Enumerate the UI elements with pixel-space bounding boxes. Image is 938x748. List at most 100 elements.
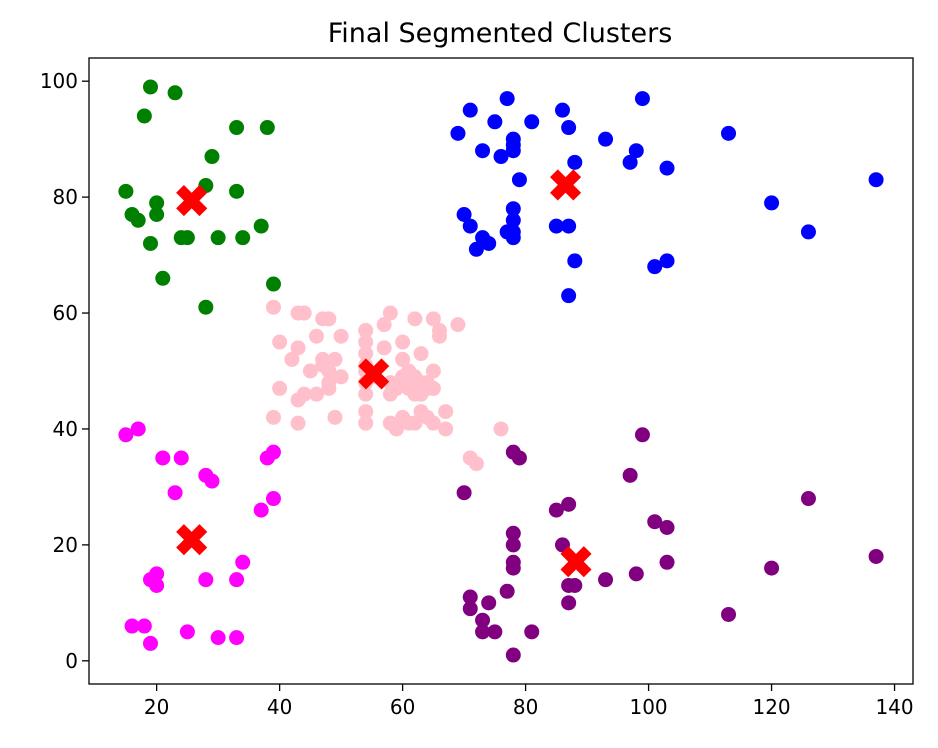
x-tick-label: 140 [875, 695, 913, 719]
cluster-4-point [487, 624, 503, 640]
cluster-0-point [142, 235, 158, 251]
cluster-1-point [647, 259, 663, 275]
cluster-2-point [438, 404, 454, 420]
centroid-marker [560, 546, 592, 578]
cluster-1-point [561, 288, 577, 304]
cluster-2-point [327, 409, 343, 425]
cluster-4-point [567, 577, 583, 593]
cluster-2-point [272, 334, 288, 350]
cluster-2-point [382, 305, 398, 321]
x-tick-label: 40 [267, 695, 292, 719]
centroid-marker [550, 169, 582, 201]
cluster-4-point [505, 647, 521, 663]
cluster-1-point [475, 143, 491, 159]
cluster-4-point [659, 554, 675, 570]
cluster-4-point [475, 612, 491, 628]
cluster-2-point [493, 421, 509, 437]
cluster-3-point [204, 473, 220, 489]
cluster-0-point [149, 195, 165, 211]
cluster-3-point [229, 572, 245, 588]
y-axis: 0 20 40 60 80 100 [40, 69, 89, 673]
cluster-4-point [634, 427, 650, 443]
cluster-1-point [548, 218, 564, 234]
cluster-2-point [358, 322, 374, 338]
y-tick-label: 80 [53, 185, 78, 209]
cluster-2-point [321, 363, 337, 379]
cluster-0-point [229, 183, 245, 199]
cluster-3-point [136, 618, 152, 634]
centroid-marker [176, 524, 208, 556]
cluster-3-point [179, 624, 195, 640]
cluster-0-point [198, 299, 214, 315]
cluster-1-point [505, 143, 521, 159]
cluster-4-point [475, 624, 491, 640]
cluster-1-point [505, 201, 521, 217]
cluster-3-point [124, 618, 140, 634]
cluster-2-point [358, 346, 374, 362]
cluster-4-point [628, 566, 644, 582]
cluster-1-point [450, 125, 466, 141]
cluster-2-point [290, 340, 306, 356]
y-tick-label: 40 [53, 417, 78, 441]
cluster-0-point [155, 270, 171, 286]
cluster-2-point [272, 380, 288, 396]
cluster-1-point [554, 102, 570, 118]
cluster-3-point [142, 635, 158, 651]
cluster-1-point [622, 154, 638, 170]
cluster-0-point [253, 218, 269, 234]
cluster-4-point [561, 496, 577, 512]
cluster-0-point [210, 230, 226, 246]
cluster-1-point [567, 154, 583, 170]
cluster-1-point [800, 224, 816, 240]
cluster-1-point [462, 218, 478, 234]
x-tick-label: 120 [752, 695, 790, 719]
cluster-4-point [548, 502, 564, 518]
cluster-3-point [155, 450, 171, 466]
cluster-0-point [149, 207, 165, 222]
cluster-2-point [315, 351, 331, 367]
cluster-1-point [505, 212, 521, 228]
cluster-4-point [462, 601, 478, 617]
cluster-2-point [468, 456, 484, 472]
cluster-0-point [265, 276, 281, 292]
y-tick-label: 20 [53, 533, 78, 557]
cluster-2-point [358, 334, 374, 350]
cluster-3-point [229, 630, 245, 646]
cluster-3-point [167, 485, 183, 501]
cluster-4-point [622, 467, 638, 483]
cluster-0-point [130, 212, 146, 228]
cluster-2-point [309, 328, 325, 344]
cluster-3-point [173, 450, 189, 466]
cluster-2-point [333, 369, 349, 385]
cluster-3-point [235, 554, 251, 570]
cluster-4-point [505, 560, 521, 576]
cluster-0-point [136, 108, 152, 124]
cluster-0-point [142, 79, 158, 95]
cluster-4-point [764, 560, 780, 576]
cluster-2-point [296, 386, 312, 402]
x-tick-label: 20 [144, 695, 169, 719]
cluster-2-point [265, 299, 281, 315]
cluster-3-point [253, 502, 269, 518]
cluster-2-point [432, 328, 448, 344]
cluster-1-point [511, 172, 527, 188]
cluster-2-point [425, 363, 441, 379]
cluster-1-point [456, 207, 472, 222]
x-tick-label: 80 [513, 695, 538, 719]
cluster-1-point [524, 114, 540, 130]
cluster-4-point [456, 485, 472, 501]
cluster-1-point [721, 125, 737, 141]
cluster-3-point [118, 427, 134, 443]
cluster-1-point [561, 120, 577, 136]
cluster-2-point [327, 351, 343, 367]
cluster-0-point [259, 120, 275, 136]
cluster-4-point [721, 606, 737, 622]
cluster-2-point [358, 415, 374, 431]
cluster-4-point [505, 537, 521, 553]
cluster-2-point [376, 340, 392, 356]
y-tick-label: 100 [40, 69, 78, 93]
cluster-2-point [413, 346, 429, 362]
cluster-1-point [764, 195, 780, 211]
cluster-1-point [487, 114, 503, 130]
